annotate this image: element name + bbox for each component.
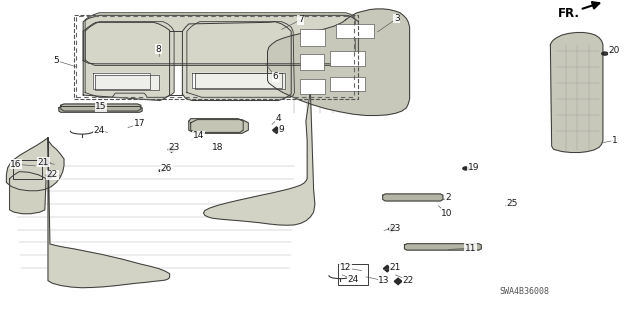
Bar: [300, 29, 325, 46]
Text: 23: 23: [168, 143, 180, 152]
Text: 7: 7: [298, 15, 303, 24]
Text: 11: 11: [465, 244, 476, 253]
Text: 10: 10: [441, 209, 452, 218]
Text: 2: 2: [445, 193, 451, 202]
Polygon shape: [550, 33, 603, 152]
Polygon shape: [46, 172, 54, 179]
Text: 6: 6: [273, 72, 278, 81]
Text: 21: 21: [390, 263, 401, 272]
Text: 5: 5: [54, 56, 59, 65]
Bar: [300, 54, 324, 70]
Polygon shape: [42, 160, 50, 166]
Polygon shape: [388, 226, 395, 232]
Polygon shape: [195, 73, 285, 89]
Bar: [74, 15, 358, 99]
Polygon shape: [61, 104, 141, 111]
Polygon shape: [192, 73, 282, 88]
Text: 24: 24: [93, 126, 105, 135]
Polygon shape: [273, 127, 280, 133]
Bar: [300, 79, 325, 94]
Polygon shape: [59, 107, 142, 112]
Text: 3: 3: [394, 14, 399, 23]
Polygon shape: [383, 265, 391, 272]
Polygon shape: [85, 13, 355, 65]
Polygon shape: [204, 91, 315, 225]
Circle shape: [463, 167, 469, 170]
Text: 8: 8: [156, 45, 161, 54]
Text: 13: 13: [378, 276, 390, 285]
Polygon shape: [48, 138, 170, 288]
Polygon shape: [168, 146, 175, 152]
Polygon shape: [404, 244, 481, 250]
Polygon shape: [95, 75, 159, 90]
Text: SWA4B36008: SWA4B36008: [500, 287, 550, 296]
Text: 21: 21: [38, 158, 49, 167]
Text: 12: 12: [340, 263, 351, 272]
Polygon shape: [189, 119, 243, 132]
Text: 14: 14: [193, 131, 204, 140]
Polygon shape: [10, 172, 46, 214]
Polygon shape: [85, 22, 174, 97]
Text: 23: 23: [390, 224, 401, 233]
Polygon shape: [191, 120, 248, 133]
Polygon shape: [383, 194, 443, 201]
Text: 1: 1: [612, 136, 617, 145]
Text: FR.: FR.: [558, 7, 580, 20]
Text: 16: 16: [10, 160, 22, 169]
Text: 22: 22: [47, 170, 58, 179]
Polygon shape: [83, 22, 170, 100]
Text: 24: 24: [348, 275, 359, 284]
Polygon shape: [187, 22, 294, 97]
Polygon shape: [6, 138, 64, 191]
Text: 26: 26: [161, 164, 172, 173]
Polygon shape: [93, 73, 150, 89]
Text: 17: 17: [134, 119, 145, 128]
Text: 20: 20: [609, 46, 620, 55]
Text: 4: 4: [276, 114, 281, 122]
Text: 22: 22: [403, 276, 414, 285]
Circle shape: [602, 52, 608, 55]
Bar: [336, 24, 374, 38]
Bar: [330, 51, 365, 66]
Polygon shape: [83, 15, 358, 64]
Bar: [330, 77, 365, 91]
Text: 18: 18: [212, 143, 223, 152]
Text: 9: 9: [279, 125, 284, 134]
Text: 25: 25: [506, 199, 518, 208]
Polygon shape: [268, 9, 410, 115]
Text: 19: 19: [468, 163, 479, 172]
Polygon shape: [182, 22, 291, 100]
Text: 15: 15: [95, 102, 107, 111]
Polygon shape: [394, 278, 402, 285]
